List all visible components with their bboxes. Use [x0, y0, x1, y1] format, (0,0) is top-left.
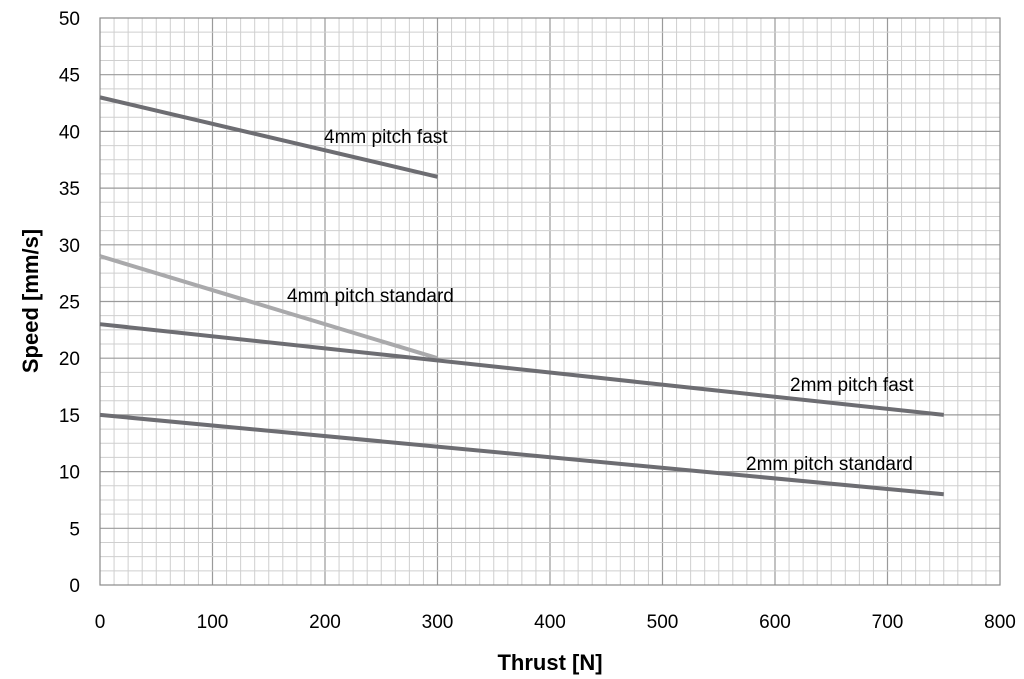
x-axis-title: Thrust [N] — [497, 650, 602, 675]
x-tick-label: 300 — [422, 612, 454, 633]
y-tick-label: 15 — [59, 406, 80, 427]
x-tick-label: 700 — [872, 612, 904, 633]
x-tick-label: 400 — [534, 612, 566, 633]
grid — [100, 18, 1000, 585]
series-line-2mm-pitch-fast — [99, 322, 944, 417]
series-label-4mm-pitch-fast: 4mm pitch fast — [324, 127, 448, 148]
y-tick-label: 5 — [69, 519, 80, 540]
y-tick-label: 20 — [59, 349, 80, 370]
series-line-2mm-pitch-standard — [99, 412, 944, 497]
y-tick-label: 25 — [59, 293, 80, 314]
series-labels: 4mm pitch fast 4mm pitch standard 2mm pi… — [287, 127, 914, 475]
series-label-4mm-pitch-standard: 4mm pitch standard — [287, 286, 454, 307]
y-axis-tick-labels: 0 5 10 15 20 25 30 35 40 45 50 — [59, 9, 80, 597]
x-tick-label: 600 — [759, 612, 791, 633]
x-tick-label: 200 — [309, 612, 341, 633]
x-tick-label: 100 — [197, 612, 229, 633]
y-tick-label: 0 — [69, 576, 80, 597]
series-line-4mm-pitch-fast — [99, 95, 438, 179]
x-tick-label: 0 — [95, 612, 106, 633]
y-tick-label: 30 — [59, 236, 80, 257]
y-axis-title: Speed [mm/s] — [18, 229, 43, 373]
y-tick-label: 45 — [59, 66, 80, 87]
series-line-4mm-pitch-standard — [99, 254, 439, 361]
y-tick-label: 35 — [59, 179, 80, 200]
x-axis-tick-labels: 0 100 200 300 400 500 600 700 800 — [95, 612, 1016, 633]
plot-area-border — [99, 17, 1001, 586]
series-label-2mm-pitch-fast: 2mm pitch fast — [790, 375, 914, 396]
y-tick-label: 40 — [59, 122, 80, 143]
x-tick-label: 500 — [647, 612, 679, 633]
series-lines — [99, 95, 944, 497]
y-tick-label: 50 — [59, 9, 80, 30]
series-label-2mm-pitch-standard: 2mm pitch standard — [746, 454, 913, 475]
x-tick-label: 800 — [984, 612, 1016, 633]
y-tick-label: 10 — [59, 463, 80, 484]
